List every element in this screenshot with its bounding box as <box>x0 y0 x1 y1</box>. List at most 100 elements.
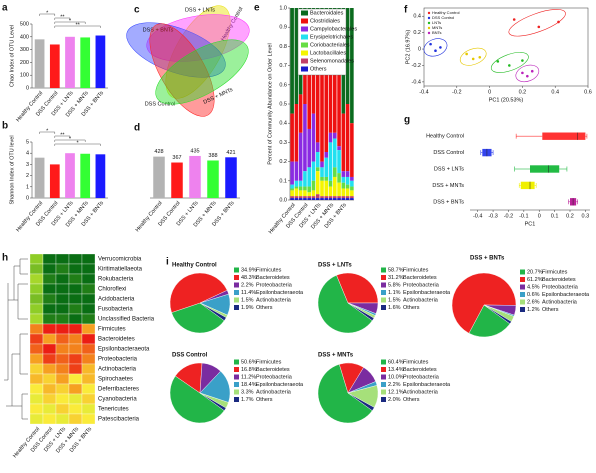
pie-slice <box>169 272 228 313</box>
heatmap-cell <box>55 333 70 345</box>
heatmap-cell <box>68 353 83 365</box>
y-tick-label: 0.1 <box>279 178 287 184</box>
bar-segment <box>290 184 294 189</box>
significance-bracket <box>54 17 71 20</box>
bar-segment <box>337 150 341 174</box>
significance-bracket <box>54 25 101 28</box>
bar-segment <box>320 65 324 162</box>
point <box>521 71 524 75</box>
heatmap-cell <box>55 373 70 385</box>
point <box>530 69 534 73</box>
legend-swatch <box>381 359 386 365</box>
bar-segment <box>333 176 337 197</box>
bar-segment <box>341 176 346 183</box>
bar-segment <box>341 182 346 189</box>
bar-segment <box>333 196 337 199</box>
pie-slice <box>317 275 373 334</box>
bar <box>80 37 91 88</box>
venn-label: DSS Control <box>145 101 176 107</box>
group-ellipse <box>508 9 566 37</box>
heatmap-cell <box>55 363 70 375</box>
legend-swatch <box>234 374 239 380</box>
bar-segment <box>307 192 311 197</box>
legend-label: Others <box>542 307 559 313</box>
heatmap-cell <box>42 413 57 425</box>
heatmap-cell <box>29 413 44 425</box>
legend-value: 18.4% <box>241 382 257 388</box>
panel-label: f <box>404 5 408 16</box>
bar-segment <box>290 190 294 197</box>
bar <box>80 153 91 198</box>
row-label: Tenericutes <box>98 407 129 413</box>
legend-label: Campylobacterales <box>310 26 357 32</box>
heatmap-cell <box>68 313 83 325</box>
row-label: Epsilonbacteraeota <box>98 347 150 353</box>
venn-set <box>165 5 231 99</box>
legend-swatch <box>381 397 386 402</box>
bar-segment <box>333 132 337 139</box>
bar-segment <box>320 198 324 200</box>
bar <box>49 44 60 88</box>
legend-value: 2.0% <box>388 397 401 403</box>
point <box>439 46 442 49</box>
significance-label: * <box>69 18 72 24</box>
bar-segment <box>324 157 329 177</box>
y-tick-label: 0.4 <box>413 14 421 20</box>
legend-value: 13.4% <box>388 367 404 373</box>
legend-label: Bacteroidales <box>310 10 344 16</box>
panel-label: e <box>254 3 260 14</box>
heatmap-cell <box>55 403 70 415</box>
bar-segment <box>303 198 307 200</box>
bar-segment <box>307 198 311 200</box>
y-tick-label: 300 <box>20 47 29 53</box>
heatmap-cell <box>42 303 57 315</box>
heatmap-cell <box>42 373 57 385</box>
significance-label: * <box>69 136 72 142</box>
legend-label: Actinobacteria <box>256 389 292 395</box>
legend-value: 2.6% <box>527 299 540 305</box>
legend-label: Bacteroidetes <box>256 367 290 373</box>
legend-swatch <box>381 297 386 303</box>
data-label: 367 <box>172 155 181 161</box>
bar-segment <box>341 188 346 197</box>
bar-segment <box>290 196 294 199</box>
y-axis-label: PC2 (16.97%) <box>405 30 411 65</box>
heatmap-cell <box>55 283 70 295</box>
legend-label: Bacteroidetes <box>256 275 290 281</box>
x-tick-label: -0.4 <box>419 89 428 95</box>
bar-segment <box>324 198 329 200</box>
bar-segment <box>328 27 333 133</box>
row-label: Proteobacteria <box>98 357 138 363</box>
heatmap-cell <box>42 253 57 265</box>
pie-slice <box>347 302 375 321</box>
bar <box>34 39 45 88</box>
bar-segment <box>345 104 350 172</box>
legend-label: Actinobacteria <box>403 389 439 395</box>
group-ellipse <box>490 52 529 73</box>
legend-label: Firmicutes <box>403 267 429 273</box>
point <box>507 64 511 67</box>
legend-value: 1.5% <box>241 297 254 303</box>
legend-label: Proteobacteria <box>256 282 293 288</box>
legend-label: Bacteroidetes <box>403 275 437 281</box>
bar <box>189 155 201 198</box>
heatmap-cell <box>81 343 96 355</box>
bar-segment <box>303 186 307 191</box>
category-label: DSS + MNTs <box>432 183 464 189</box>
point <box>429 42 432 46</box>
pie-slice <box>468 304 511 338</box>
bar-segment <box>337 173 341 183</box>
heatmap-cell <box>42 403 57 415</box>
legend-swatch <box>234 297 239 303</box>
x-tick-label: 0 <box>538 213 541 219</box>
x-tick-label: 0.2 <box>519 89 527 95</box>
significance-label: * <box>46 10 49 16</box>
pie-title: DSS Control <box>172 353 208 359</box>
legend-swatch <box>381 305 386 310</box>
significance-label: * <box>46 128 49 134</box>
legend-value: 34.9% <box>241 267 257 273</box>
data-label: 428 <box>154 149 163 155</box>
bar-segment <box>350 176 354 181</box>
legend-label: Others <box>256 305 273 311</box>
